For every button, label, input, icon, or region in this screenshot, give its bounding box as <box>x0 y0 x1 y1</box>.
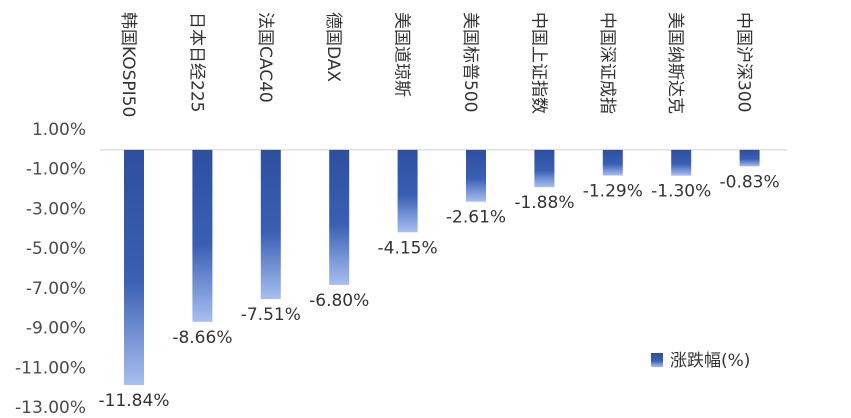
category-label: 中国上证指数 <box>528 12 548 114</box>
bar <box>192 149 213 322</box>
legend-label: 涨跌幅(%) <box>670 351 750 371</box>
category-labels: 韩国KOSPI50 日本日经225 法国CAC40 德国DAX 美国道琼斯 美国标普500… <box>118 12 754 117</box>
data-label: -4.15% <box>378 238 438 258</box>
y-tick-label: -3.00% <box>26 199 86 219</box>
category-label: 美国纳斯达克 <box>665 12 685 114</box>
category-label: 德国DAX <box>323 12 343 82</box>
legend-swatch <box>651 353 663 367</box>
y-axis: 1.00% -1.00% -3.00% -5.00% -7.00% -9.00% -11.0… <box>15 120 86 418</box>
category-label: 日本日经225 <box>186 12 206 112</box>
category-label: 法国CAC40 <box>255 12 275 103</box>
bar <box>260 149 281 299</box>
category-label: 韩国KOSPI50 <box>118 12 138 117</box>
data-label: -1.88% <box>514 193 574 213</box>
data-label: -8.66% <box>172 328 232 348</box>
y-tick-label: 1.00% <box>32 120 86 140</box>
bar <box>602 149 623 176</box>
data-label: -7.51% <box>241 305 301 325</box>
legend: 涨跌幅(%) <box>651 351 750 371</box>
category-label: 中国沪深300 <box>734 12 754 112</box>
y-tick-label: -7.00% <box>26 279 86 299</box>
bar <box>534 149 555 188</box>
category-label: 美国标普500 <box>460 12 480 112</box>
data-label: -2.61% <box>446 208 506 228</box>
category-label: 中国深证成指 <box>597 12 617 114</box>
bar <box>466 149 486 202</box>
bar <box>739 149 760 167</box>
y-tick-label: -1.00% <box>26 160 86 180</box>
y-tick-label: -5.00% <box>26 239 86 259</box>
data-label: -0.83% <box>720 172 780 192</box>
bar <box>671 149 692 176</box>
bar <box>124 149 144 385</box>
y-tick-label: -11.00% <box>15 358 86 378</box>
y-tick-label: -9.00% <box>26 319 86 339</box>
data-label: -1.29% <box>583 181 643 201</box>
y-tick-label: -13.00% <box>15 398 86 418</box>
data-label: -6.80% <box>309 291 369 311</box>
category-label: 美国道琼斯 <box>392 12 412 97</box>
bar <box>397 149 418 233</box>
data-label: -1.30% <box>651 182 711 202</box>
data-label: -11.84% <box>99 391 170 411</box>
bar <box>329 149 350 285</box>
bars: -11.84% -8.66% -7.51% -6.80% -4.15% -2.61% -1.… <box>99 149 780 411</box>
